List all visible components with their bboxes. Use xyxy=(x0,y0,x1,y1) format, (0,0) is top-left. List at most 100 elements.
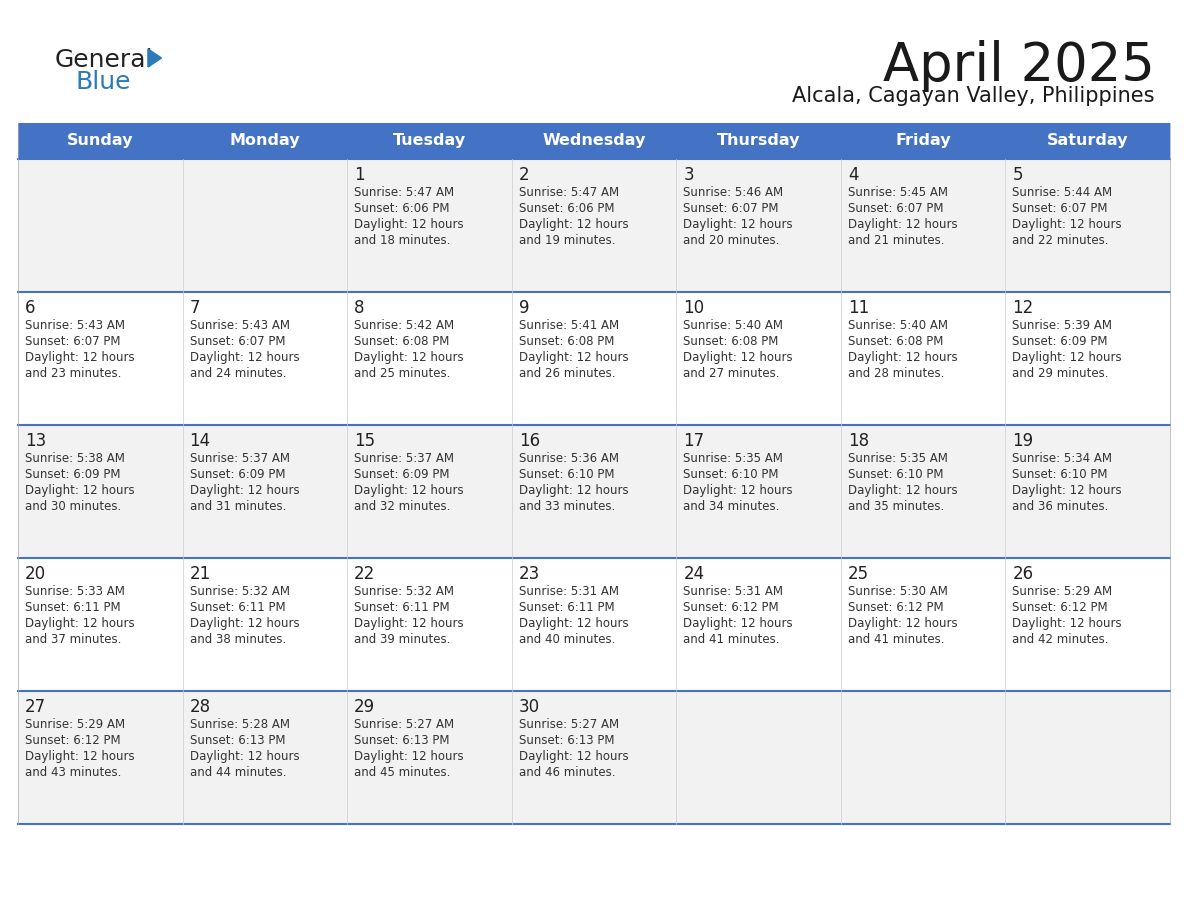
Text: Sunset: 6:07 PM: Sunset: 6:07 PM xyxy=(683,202,779,215)
Text: Sunset: 6:11 PM: Sunset: 6:11 PM xyxy=(354,601,450,614)
Text: Sunrise: 5:37 AM: Sunrise: 5:37 AM xyxy=(190,452,290,465)
Text: Sunrise: 5:47 AM: Sunrise: 5:47 AM xyxy=(519,186,619,199)
Text: Sunrise: 5:41 AM: Sunrise: 5:41 AM xyxy=(519,319,619,332)
Text: Sunset: 6:09 PM: Sunset: 6:09 PM xyxy=(1012,335,1108,348)
Text: 14: 14 xyxy=(190,432,210,450)
Text: Daylight: 12 hours: Daylight: 12 hours xyxy=(25,351,134,364)
Text: Daylight: 12 hours: Daylight: 12 hours xyxy=(848,484,958,497)
Text: Daylight: 12 hours: Daylight: 12 hours xyxy=(519,617,628,630)
Text: and 28 minutes.: and 28 minutes. xyxy=(848,367,944,380)
Text: Sunset: 6:10 PM: Sunset: 6:10 PM xyxy=(519,468,614,481)
Text: April 2025: April 2025 xyxy=(883,40,1155,92)
Text: 16: 16 xyxy=(519,432,539,450)
Text: 7: 7 xyxy=(190,299,200,317)
Text: 5: 5 xyxy=(1012,166,1023,184)
Bar xyxy=(18,159,1170,292)
Text: Daylight: 12 hours: Daylight: 12 hours xyxy=(519,484,628,497)
Text: Sunrise: 5:43 AM: Sunrise: 5:43 AM xyxy=(190,319,290,332)
Text: Daylight: 12 hours: Daylight: 12 hours xyxy=(848,218,958,231)
Text: and 34 minutes.: and 34 minutes. xyxy=(683,500,779,513)
Text: Monday: Monday xyxy=(229,133,301,149)
Text: and 41 minutes.: and 41 minutes. xyxy=(848,633,944,646)
Text: Sunrise: 5:36 AM: Sunrise: 5:36 AM xyxy=(519,452,619,465)
Text: Sunrise: 5:27 AM: Sunrise: 5:27 AM xyxy=(519,718,619,731)
Text: Sunset: 6:07 PM: Sunset: 6:07 PM xyxy=(25,335,120,348)
Text: Sunrise: 5:34 AM: Sunrise: 5:34 AM xyxy=(1012,452,1112,465)
Text: 1: 1 xyxy=(354,166,365,184)
Text: Sunset: 6:11 PM: Sunset: 6:11 PM xyxy=(25,601,121,614)
Text: Sunrise: 5:29 AM: Sunrise: 5:29 AM xyxy=(25,718,125,731)
Text: Alcala, Cagayan Valley, Philippines: Alcala, Cagayan Valley, Philippines xyxy=(792,86,1155,106)
Text: Sunset: 6:13 PM: Sunset: 6:13 PM xyxy=(190,734,285,747)
Text: and 46 minutes.: and 46 minutes. xyxy=(519,766,615,779)
Text: Daylight: 12 hours: Daylight: 12 hours xyxy=(354,750,463,763)
Text: 25: 25 xyxy=(848,565,868,583)
Text: Sunset: 6:06 PM: Sunset: 6:06 PM xyxy=(519,202,614,215)
Text: and 43 minutes.: and 43 minutes. xyxy=(25,766,121,779)
Text: 13: 13 xyxy=(25,432,46,450)
Text: Sunrise: 5:35 AM: Sunrise: 5:35 AM xyxy=(848,452,948,465)
Text: 24: 24 xyxy=(683,565,704,583)
Text: Sunrise: 5:40 AM: Sunrise: 5:40 AM xyxy=(683,319,783,332)
Text: 17: 17 xyxy=(683,432,704,450)
Text: Sunrise: 5:39 AM: Sunrise: 5:39 AM xyxy=(1012,319,1112,332)
Text: and 33 minutes.: and 33 minutes. xyxy=(519,500,615,513)
Text: General: General xyxy=(55,48,153,72)
Text: and 30 minutes.: and 30 minutes. xyxy=(25,500,121,513)
Text: 18: 18 xyxy=(848,432,868,450)
Text: and 39 minutes.: and 39 minutes. xyxy=(354,633,450,646)
Text: Sunset: 6:08 PM: Sunset: 6:08 PM xyxy=(519,335,614,348)
Text: and 32 minutes.: and 32 minutes. xyxy=(354,500,450,513)
Text: 26: 26 xyxy=(1012,565,1034,583)
Text: Sunset: 6:08 PM: Sunset: 6:08 PM xyxy=(683,335,778,348)
Text: Blue: Blue xyxy=(75,70,131,94)
Text: Sunset: 6:10 PM: Sunset: 6:10 PM xyxy=(683,468,779,481)
Bar xyxy=(18,425,1170,558)
Text: Sunrise: 5:31 AM: Sunrise: 5:31 AM xyxy=(683,585,783,598)
Text: Sunrise: 5:45 AM: Sunrise: 5:45 AM xyxy=(848,186,948,199)
Text: Sunrise: 5:30 AM: Sunrise: 5:30 AM xyxy=(848,585,948,598)
Text: and 29 minutes.: and 29 minutes. xyxy=(1012,367,1108,380)
Text: Daylight: 12 hours: Daylight: 12 hours xyxy=(519,218,628,231)
Text: Sunrise: 5:46 AM: Sunrise: 5:46 AM xyxy=(683,186,783,199)
Text: Daylight: 12 hours: Daylight: 12 hours xyxy=(25,484,134,497)
Text: 19: 19 xyxy=(1012,432,1034,450)
Text: 9: 9 xyxy=(519,299,529,317)
Text: Thursday: Thursday xyxy=(716,133,801,149)
Text: Sunset: 6:07 PM: Sunset: 6:07 PM xyxy=(190,335,285,348)
Text: 29: 29 xyxy=(354,698,375,716)
Text: and 40 minutes.: and 40 minutes. xyxy=(519,633,615,646)
Text: Sunrise: 5:28 AM: Sunrise: 5:28 AM xyxy=(190,718,290,731)
Text: Sunrise: 5:31 AM: Sunrise: 5:31 AM xyxy=(519,585,619,598)
Text: 21: 21 xyxy=(190,565,210,583)
Text: Daylight: 12 hours: Daylight: 12 hours xyxy=(354,351,463,364)
Text: Daylight: 12 hours: Daylight: 12 hours xyxy=(1012,617,1121,630)
Text: and 31 minutes.: and 31 minutes. xyxy=(190,500,286,513)
Text: Sunset: 6:08 PM: Sunset: 6:08 PM xyxy=(354,335,449,348)
Text: 30: 30 xyxy=(519,698,539,716)
Text: Sunrise: 5:43 AM: Sunrise: 5:43 AM xyxy=(25,319,125,332)
Bar xyxy=(18,292,1170,425)
Text: Sunset: 6:13 PM: Sunset: 6:13 PM xyxy=(354,734,449,747)
Text: Sunset: 6:09 PM: Sunset: 6:09 PM xyxy=(354,468,449,481)
Text: 22: 22 xyxy=(354,565,375,583)
Text: and 35 minutes.: and 35 minutes. xyxy=(848,500,944,513)
Text: Sunset: 6:07 PM: Sunset: 6:07 PM xyxy=(848,202,943,215)
Text: and 20 minutes.: and 20 minutes. xyxy=(683,234,779,247)
Text: Sunrise: 5:32 AM: Sunrise: 5:32 AM xyxy=(190,585,290,598)
Text: Sunrise: 5:44 AM: Sunrise: 5:44 AM xyxy=(1012,186,1112,199)
Text: Sunset: 6:07 PM: Sunset: 6:07 PM xyxy=(1012,202,1108,215)
Text: Daylight: 12 hours: Daylight: 12 hours xyxy=(354,218,463,231)
Text: 27: 27 xyxy=(25,698,46,716)
Text: Wednesday: Wednesday xyxy=(542,133,646,149)
Text: and 19 minutes.: and 19 minutes. xyxy=(519,234,615,247)
Text: Daylight: 12 hours: Daylight: 12 hours xyxy=(683,617,792,630)
Text: Daylight: 12 hours: Daylight: 12 hours xyxy=(519,750,628,763)
Text: and 26 minutes.: and 26 minutes. xyxy=(519,367,615,380)
Text: Sunday: Sunday xyxy=(67,133,133,149)
Text: Daylight: 12 hours: Daylight: 12 hours xyxy=(848,617,958,630)
Text: Daylight: 12 hours: Daylight: 12 hours xyxy=(519,351,628,364)
Text: Sunrise: 5:32 AM: Sunrise: 5:32 AM xyxy=(354,585,454,598)
Text: Daylight: 12 hours: Daylight: 12 hours xyxy=(190,351,299,364)
Text: Daylight: 12 hours: Daylight: 12 hours xyxy=(354,617,463,630)
